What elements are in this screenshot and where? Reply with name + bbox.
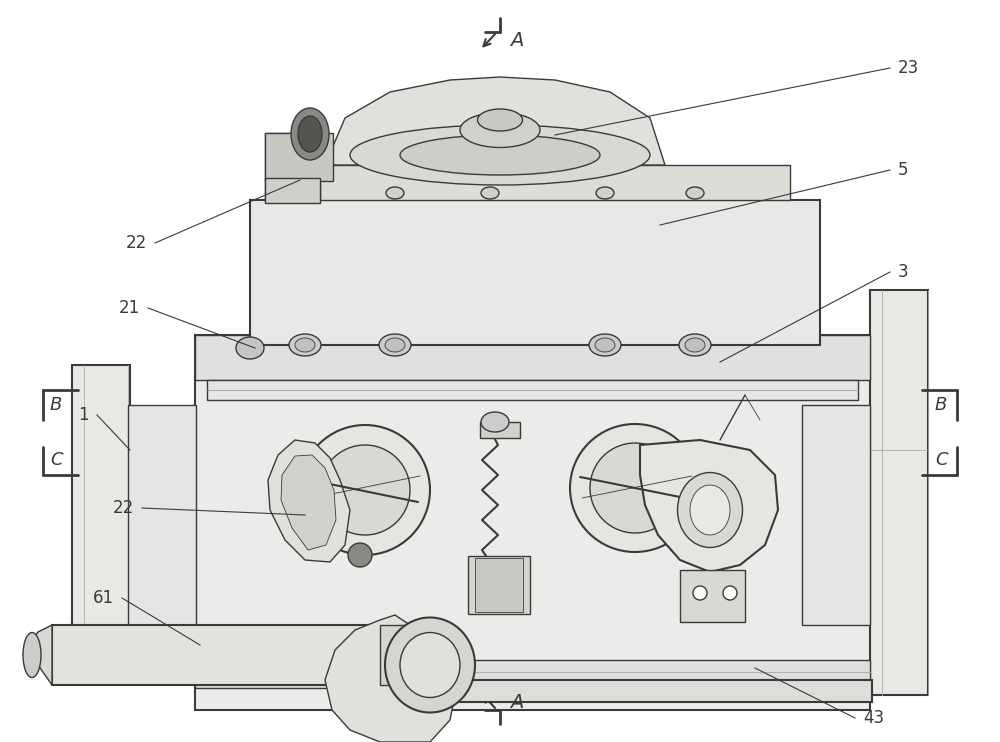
- Text: 1: 1: [78, 406, 89, 424]
- Ellipse shape: [295, 338, 315, 352]
- Ellipse shape: [481, 412, 509, 432]
- Ellipse shape: [385, 617, 475, 712]
- Ellipse shape: [300, 425, 430, 555]
- Bar: [195, 660, 870, 688]
- Bar: [52, 625, 392, 685]
- Bar: [250, 200, 820, 345]
- Ellipse shape: [385, 338, 405, 352]
- Ellipse shape: [685, 338, 705, 352]
- Polygon shape: [640, 440, 778, 572]
- Ellipse shape: [236, 337, 264, 359]
- Bar: [380, 625, 410, 685]
- Text: 22: 22: [113, 499, 134, 517]
- Text: B: B: [50, 396, 62, 414]
- Text: 3: 3: [898, 263, 909, 281]
- Ellipse shape: [291, 108, 329, 160]
- Polygon shape: [281, 455, 336, 550]
- Bar: [265, 133, 333, 181]
- Bar: [195, 335, 870, 710]
- Bar: [870, 290, 928, 695]
- Ellipse shape: [596, 187, 614, 199]
- Ellipse shape: [350, 125, 650, 185]
- Ellipse shape: [386, 187, 404, 199]
- Bar: [128, 405, 196, 625]
- Bar: [195, 335, 870, 380]
- Text: C: C: [50, 451, 63, 469]
- Bar: [480, 422, 520, 438]
- Polygon shape: [325, 615, 455, 742]
- Text: A: A: [510, 30, 523, 50]
- Text: 43: 43: [863, 709, 884, 727]
- Bar: [280, 165, 790, 200]
- Polygon shape: [325, 77, 665, 165]
- Ellipse shape: [400, 135, 600, 175]
- Ellipse shape: [679, 334, 711, 356]
- Text: C: C: [935, 451, 948, 469]
- Ellipse shape: [678, 473, 742, 548]
- Bar: [265, 133, 320, 201]
- Bar: [265, 178, 320, 203]
- Ellipse shape: [23, 632, 41, 677]
- Ellipse shape: [690, 485, 730, 535]
- Text: 21: 21: [119, 299, 140, 317]
- Text: 5: 5: [898, 161, 908, 179]
- Bar: [680, 570, 745, 622]
- Ellipse shape: [686, 187, 704, 199]
- Ellipse shape: [289, 334, 321, 356]
- Ellipse shape: [478, 109, 522, 131]
- Bar: [207, 380, 858, 400]
- Text: A: A: [510, 692, 523, 712]
- Ellipse shape: [570, 424, 700, 552]
- Ellipse shape: [400, 632, 460, 697]
- Polygon shape: [28, 625, 52, 685]
- Bar: [392, 680, 872, 702]
- Ellipse shape: [589, 334, 621, 356]
- Ellipse shape: [296, 187, 314, 199]
- Ellipse shape: [379, 334, 411, 356]
- Ellipse shape: [481, 187, 499, 199]
- Ellipse shape: [723, 586, 737, 600]
- Text: B: B: [935, 396, 947, 414]
- Bar: [468, 556, 530, 614]
- Ellipse shape: [298, 116, 322, 152]
- Ellipse shape: [590, 443, 680, 533]
- Ellipse shape: [595, 338, 615, 352]
- Ellipse shape: [348, 543, 372, 567]
- Ellipse shape: [320, 445, 410, 535]
- Ellipse shape: [693, 586, 707, 600]
- Text: 22: 22: [126, 234, 147, 252]
- Text: 61: 61: [93, 589, 114, 607]
- Polygon shape: [268, 440, 350, 562]
- Bar: [72, 365, 130, 640]
- Text: 23: 23: [898, 59, 919, 77]
- Bar: [802, 405, 870, 625]
- Ellipse shape: [460, 113, 540, 148]
- Bar: [475, 558, 523, 612]
